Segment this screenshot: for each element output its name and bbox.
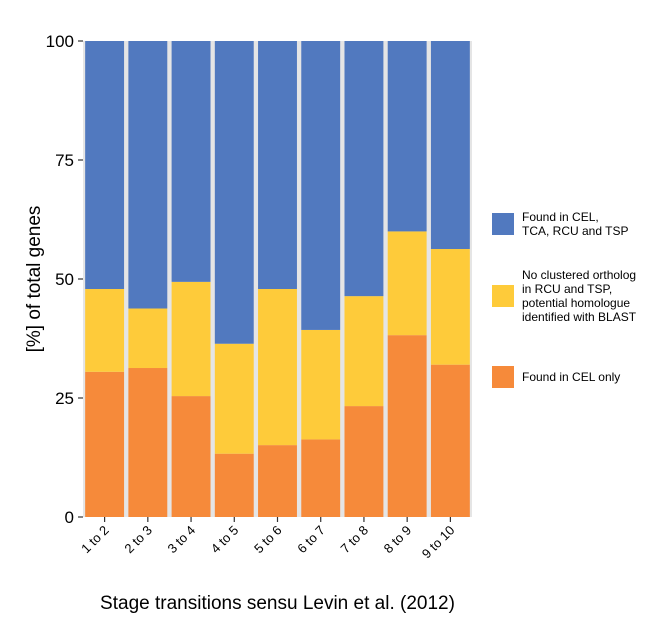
bar-segment-2-series-3 — [128, 41, 168, 309]
bar-segment-4-series-1 — [214, 453, 254, 517]
x-tick-label: 8 to 9 — [381, 523, 415, 557]
bar-segment-9-series-2 — [430, 249, 470, 365]
bar-segment-3-series-3 — [171, 41, 211, 282]
legend-swatch-2 — [492, 285, 514, 307]
bar-segment-1-series-3 — [85, 41, 125, 289]
y-tick-label: 100 — [46, 32, 74, 51]
x-tick-label: 9 to 10 — [419, 523, 458, 562]
x-tick-label: 1 to 2 — [78, 523, 112, 557]
x-tick-label: 7 to 8 — [337, 523, 371, 557]
legend-label-3: TCA, RCU and TSP — [522, 224, 628, 238]
bar-segment-8-series-1 — [387, 335, 427, 517]
bar-segment-6-series-2 — [301, 329, 341, 440]
bar-segment-7-series-1 — [344, 406, 384, 517]
bar-segment-5-series-3 — [258, 41, 297, 289]
y-axis: 0 25 50 75 100 — [46, 32, 83, 527]
bar-segment-1-series-1 — [85, 371, 125, 517]
legend-label-1: Found in CEL only — [522, 370, 620, 384]
bar-segment-4-series-3 — [214, 41, 254, 344]
bar-segment-7-series-2 — [344, 296, 384, 407]
x-tick-label: 2 to 3 — [121, 523, 155, 557]
y-axis-title: [%] of total genes — [24, 206, 45, 353]
x-tick-label: 5 to 6 — [251, 523, 285, 557]
y-tick-label: 25 — [55, 389, 74, 408]
bar-segment-4-series-2 — [214, 343, 254, 454]
legend-label-2: No clustered ortholog — [522, 268, 636, 282]
legend-swatch-3 — [492, 213, 514, 235]
bar-segment-8-series-2 — [387, 231, 427, 336]
legend-swatch-1 — [492, 366, 514, 388]
bar-segment-9-series-1 — [430, 364, 470, 517]
x-tick-label: 6 to 7 — [294, 523, 328, 557]
bar-segment-3-series-2 — [171, 281, 211, 397]
bar-segment-9-series-3 — [430, 41, 470, 250]
legend-label-2: in RCU and TSP, — [522, 282, 612, 296]
bar-segment-6-series-1 — [301, 439, 341, 517]
bar-segment-5-series-1 — [258, 445, 297, 517]
y-tick-label: 50 — [55, 270, 74, 289]
bar-segment-7-series-3 — [344, 41, 384, 297]
x-axis-title: Stage transitions sensu Levin et al. (20… — [100, 593, 455, 614]
legend-label-2: potential homologue — [522, 296, 630, 310]
bar-segment-3-series-1 — [171, 396, 211, 517]
bars-layer — [85, 41, 470, 517]
bar-segment-5-series-2 — [258, 288, 297, 446]
x-tick-label: 4 to 5 — [208, 523, 242, 557]
legend-label-2: identified with BLAST — [522, 310, 637, 324]
legend: Found in CEL,TCA, RCU and TSP No clustere… — [492, 210, 637, 388]
x-tick-label: 3 to 4 — [165, 523, 199, 557]
y-tick-label: 75 — [55, 151, 74, 170]
bar-segment-8-series-3 — [387, 41, 427, 232]
bar-segment-6-series-3 — [301, 41, 341, 330]
bar-segment-2-series-2 — [128, 308, 168, 369]
bar-segment-1-series-2 — [85, 288, 125, 372]
x-axis: 1 to 2 2 to 3 3 to 4 4 to 5 5 to 6 6 to 7 7 to… — [78, 517, 458, 562]
legend-label-3: Found in CEL, — [522, 210, 599, 224]
y-tick-label: 0 — [65, 508, 74, 527]
bar-segment-2-series-1 — [128, 368, 168, 517]
